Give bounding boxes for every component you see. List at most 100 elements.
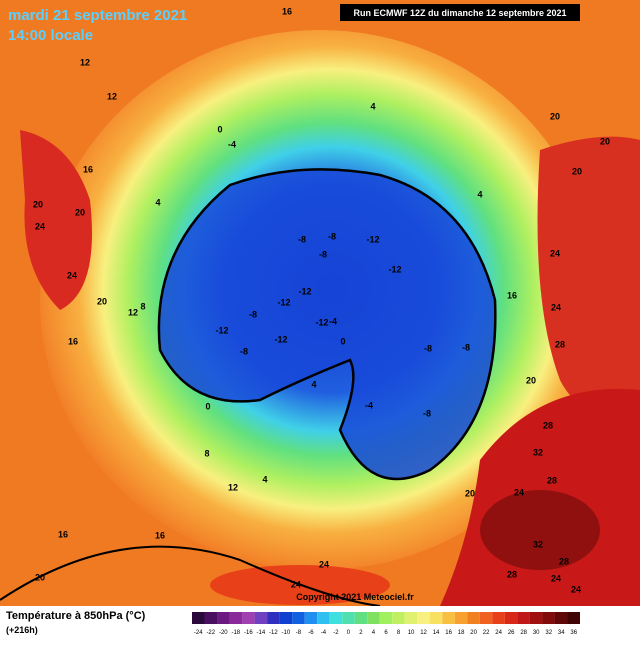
contour-label: 4: [155, 197, 160, 207]
legend-tick: -8: [296, 630, 302, 636]
legend-tick: -12: [269, 630, 278, 636]
contour-label: 0: [217, 124, 222, 134]
map: [0, 0, 640, 607]
legend-tick: -4: [321, 630, 327, 636]
legend-swatch: [254, 612, 268, 624]
legend-swatch: [492, 612, 505, 624]
legend-swatch: [504, 612, 518, 624]
date: mardi 21 septembre 2021: [8, 7, 187, 24]
contour-label: -8: [249, 309, 257, 319]
legend-tick: 8: [397, 630, 401, 636]
contour-label: 28: [543, 420, 553, 430]
legend-tick: 16: [445, 630, 452, 636]
contour-label: -8: [424, 343, 432, 353]
legend-tick: -24: [194, 630, 203, 636]
legend-swatch: [454, 612, 468, 624]
legend-swatch: [217, 612, 230, 624]
legend-swatch: [304, 612, 318, 624]
legend-swatch: [329, 612, 343, 624]
contour-label: -12: [315, 317, 328, 327]
contour-label: 8: [204, 448, 209, 458]
legend-tick: 2: [359, 630, 363, 636]
legend-swatch: [529, 612, 543, 624]
legend-swatch: [554, 612, 568, 624]
run-box: [340, 4, 580, 21]
legend-swatch: [404, 612, 418, 624]
legend-tick: 10: [408, 630, 415, 636]
legend-swatch: [367, 612, 380, 624]
contour-label: 20: [465, 488, 475, 498]
legend-swatch: [517, 612, 530, 624]
legend-tick: 24: [495, 630, 502, 636]
contour-label: 16: [68, 336, 78, 346]
contour-label: 32: [533, 539, 543, 549]
legend-tick: 30: [533, 630, 540, 636]
legend-swatch: [567, 612, 580, 624]
legend-tick: 0: [347, 630, 351, 636]
legend-tick: 36: [570, 630, 577, 636]
legend-tick: -22: [206, 630, 215, 636]
contour-label: 20: [572, 166, 582, 176]
contour-label: 12: [228, 482, 238, 492]
contour-label: 20: [97, 296, 107, 306]
contour-label: -12: [277, 297, 290, 307]
contour-label: 16: [155, 530, 165, 540]
legend-tick: 20: [470, 630, 477, 636]
run: Run ECMWF 12Z du dimanche 12 septembre 2…: [353, 8, 566, 18]
legend-tick: -18: [231, 630, 240, 636]
legend-tick: 34: [558, 630, 565, 636]
contour-label: 4: [370, 101, 375, 111]
legend-tick: -2: [333, 630, 339, 636]
contour-label: -4: [228, 139, 236, 149]
contour-label: 28: [555, 339, 565, 349]
legend-swatch: [417, 612, 430, 624]
contour-label: 28: [507, 569, 517, 579]
contour-label: -8: [298, 234, 306, 244]
contour-label: 16: [507, 290, 517, 300]
legend-tick: 18: [458, 630, 465, 636]
contour-label: 20: [75, 207, 85, 217]
contour-label: 16: [83, 164, 93, 174]
legend-swatch: [317, 612, 330, 624]
legend-swatch: [229, 612, 243, 624]
legend-tick: -10: [282, 630, 291, 636]
legend-swatch: [479, 612, 493, 624]
contour-label: 28: [547, 475, 557, 485]
legend-title: Température à 850hPa (°C): [6, 610, 146, 622]
legend-swatch: [542, 612, 555, 624]
contour-label: 4: [262, 474, 267, 484]
contour-label: 24: [571, 584, 581, 594]
contour-label: 24: [35, 221, 45, 231]
contour-label: -12: [388, 264, 401, 274]
contour-label: 16: [58, 529, 68, 539]
contour-label: 12: [80, 57, 90, 67]
legend-swatch: [354, 612, 368, 624]
time: 14:00 locale: [8, 27, 93, 44]
legend-swatch: [204, 612, 218, 624]
legend-swatch: [429, 612, 443, 624]
contour-label: 12: [128, 307, 138, 317]
contour-label: -4: [329, 316, 337, 326]
legend-tick: 26: [508, 630, 515, 636]
contour-label: 20: [35, 572, 45, 582]
legend-swatch: [392, 612, 405, 624]
contour-label: -12: [298, 286, 311, 296]
contour-label: 24: [514, 487, 524, 497]
legend-swatch: [192, 612, 205, 624]
contour-label: 24: [551, 302, 561, 312]
legend-tick: 4: [372, 630, 376, 636]
contour-label: -12: [215, 325, 228, 335]
contour-label: 12: [107, 91, 117, 101]
contour-label: 28: [559, 556, 569, 566]
legend-subtitle: (+216h): [6, 625, 38, 635]
legend-swatch: [279, 612, 293, 624]
legend-swatch: [292, 612, 305, 624]
contour-label: 16: [282, 6, 292, 16]
contour-label: -8: [462, 342, 470, 352]
legend-swatch: [442, 612, 455, 624]
contour-label: 20: [33, 199, 43, 209]
contour-label: -8: [423, 408, 431, 418]
legend-tick: -6: [308, 630, 314, 636]
contour-label: 20: [526, 375, 536, 385]
